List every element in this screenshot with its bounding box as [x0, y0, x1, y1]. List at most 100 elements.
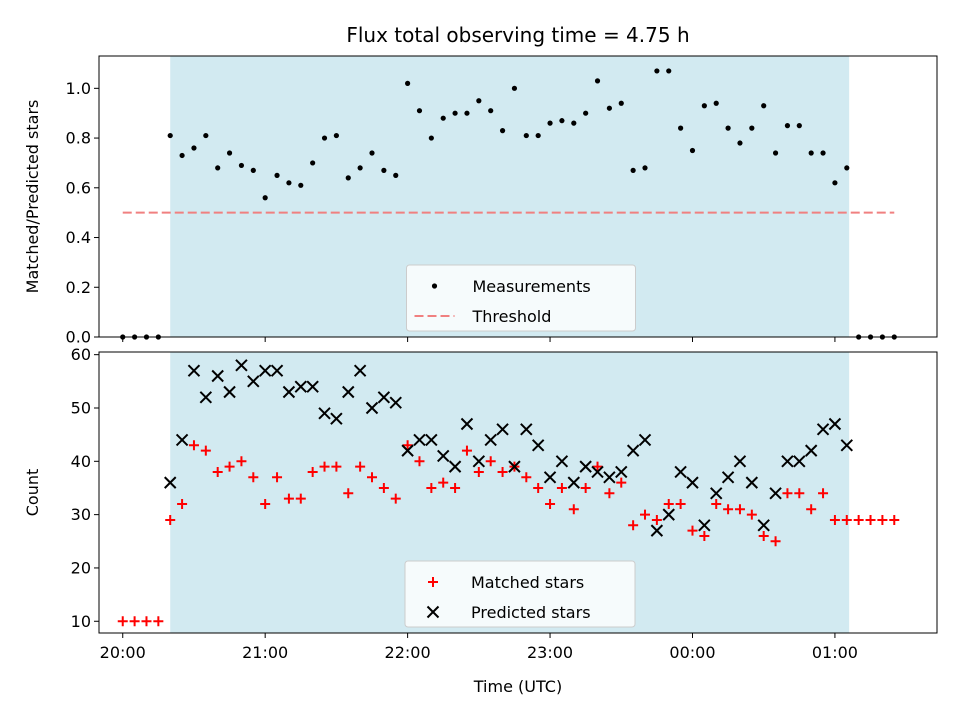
- plus-point: [533, 482, 544, 493]
- bottom-legend: Matched stars Predicted stars: [404, 560, 636, 628]
- plus-point: [426, 482, 437, 493]
- plus-point: [165, 514, 176, 525]
- x-point: [306, 380, 319, 393]
- x-point: [211, 369, 224, 383]
- x-point: [484, 433, 497, 447]
- x-point: [698, 519, 711, 532]
- dot-point: [440, 115, 446, 121]
- legend-x-swatch: [426, 605, 440, 619]
- dot-point: [476, 98, 482, 104]
- plus-point: [746, 509, 757, 520]
- plus-point: [545, 498, 556, 509]
- x-point: [413, 433, 426, 447]
- x-point: [175, 433, 189, 447]
- plus-point: [734, 504, 745, 515]
- plus-point: [117, 616, 128, 627]
- bottom-plot-frame: [98, 351, 938, 634]
- plus-point: [461, 445, 472, 456]
- dot-point: [678, 125, 684, 131]
- plus-point: [414, 456, 425, 467]
- dot-point: [310, 160, 316, 166]
- plus-point: [521, 472, 532, 483]
- plus-point: [640, 509, 651, 520]
- x-point: [650, 524, 664, 537]
- x-point: [721, 471, 735, 484]
- x-point: [828, 417, 842, 431]
- dot-point: [808, 150, 814, 156]
- plus-point: [829, 514, 840, 525]
- y-tick-label: 0.6: [66, 178, 91, 197]
- plus-point: [723, 504, 734, 515]
- x-tick-label: 23:00: [527, 643, 573, 662]
- top-panel-marks: [120, 68, 897, 340]
- x-tick-label: 22:00: [385, 643, 431, 662]
- plus-point: [283, 493, 294, 504]
- x-point: [342, 385, 355, 399]
- dot-point: [630, 167, 636, 173]
- y-tick-label: 1.0: [66, 79, 91, 98]
- bottom-x-axis-label: Time (UTC): [473, 677, 562, 696]
- legend-label: Measurements: [473, 277, 591, 296]
- dot-point: [535, 132, 541, 139]
- y-tick-label: 0.0: [66, 328, 91, 347]
- dot-point: [321, 135, 328, 141]
- x-point: [543, 471, 557, 484]
- series-0: [117, 440, 900, 627]
- y-tick-label: 0.8: [66, 129, 91, 148]
- y-tick-label: 60: [71, 345, 91, 364]
- x-point: [745, 476, 759, 489]
- x-point: [377, 391, 391, 404]
- x-point: [365, 401, 379, 415]
- plus-point: [794, 488, 805, 499]
- x-tick-label: 00:00: [669, 643, 715, 662]
- plus-point: [877, 514, 888, 525]
- bottom-y-axis-label: Count: [23, 469, 42, 517]
- dot-point: [499, 128, 506, 134]
- plus-point: [628, 520, 639, 531]
- plus-point: [556, 482, 567, 493]
- dot-point: [357, 165, 363, 171]
- x-point: [460, 417, 474, 431]
- dot-point: [594, 78, 601, 84]
- x-point: [710, 487, 723, 500]
- bottom-x-ticks: 20:00 21:00 22:00 23:00 00:00 01:00: [100, 633, 858, 662]
- plus-point: [699, 530, 710, 541]
- x-point: [840, 439, 853, 452]
- dot-point: [618, 100, 624, 106]
- dot-point: [405, 80, 411, 86]
- x-point: [318, 407, 331, 420]
- chart-title: Flux total observing time = 4.75 h: [346, 23, 689, 47]
- y-tick-label: 30: [71, 505, 91, 524]
- dot-point: [583, 110, 589, 116]
- plus-point: [331, 461, 342, 472]
- dot-point: [547, 120, 553, 126]
- x-point: [567, 476, 580, 489]
- x-point: [555, 455, 569, 468]
- x-tick-label: 21:00: [242, 643, 288, 662]
- dot-point: [820, 150, 826, 156]
- x-point: [353, 364, 367, 377]
- x-point: [674, 465, 687, 479]
- x-point: [187, 364, 201, 377]
- x-point: [662, 508, 675, 521]
- plus-point: [687, 525, 698, 536]
- x-point: [781, 455, 794, 468]
- dot-point: [642, 165, 648, 171]
- plus-point: [153, 616, 164, 627]
- dot-point: [262, 195, 268, 201]
- plus-point: [200, 445, 211, 456]
- plus-point: [260, 498, 271, 509]
- plus-point: [295, 493, 306, 504]
- dot-point: [725, 125, 731, 131]
- x-point: [448, 460, 462, 473]
- x-point: [330, 412, 343, 425]
- plus-point: [343, 488, 354, 499]
- bottom-panel: 10 20 30 40 50 60 20:00 21:00 22:00 23:00 00:00 01…: [23, 345, 938, 696]
- dot-point: [796, 123, 802, 129]
- plus-point: [865, 514, 876, 525]
- plus-point: [450, 482, 461, 493]
- legend-label: Predicted stars: [471, 603, 591, 622]
- dot-point: [832, 180, 838, 186]
- dot-point: [381, 167, 387, 173]
